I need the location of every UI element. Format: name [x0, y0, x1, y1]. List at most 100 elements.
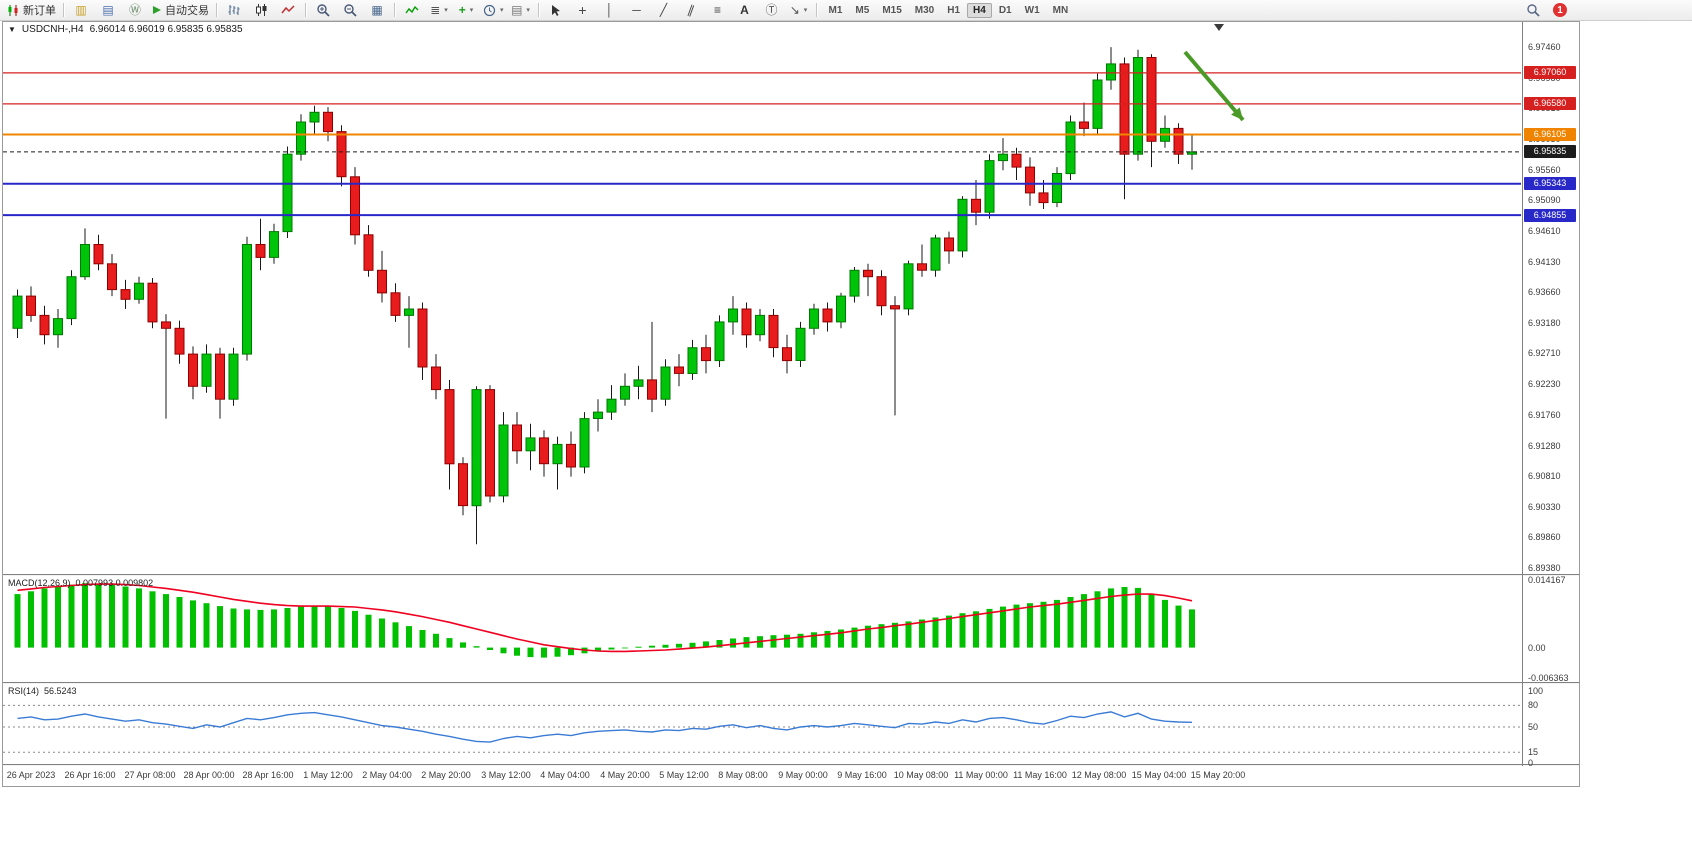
pane-splitter[interactable] [3, 682, 1579, 683]
trendline-button[interactable]: ╱ [651, 1, 677, 19]
price-axis[interactable]: 6.974606.969806.965106.960306.955606.950… [1522, 22, 1579, 768]
tile-windows-button[interactable]: ▦ [364, 1, 390, 19]
autotrading-button[interactable]: 自动交易 [149, 1, 212, 19]
candle-down [215, 353, 225, 400]
market-watch-button[interactable]: ▥ [68, 1, 94, 19]
notification-badge[interactable]: 1 [1553, 3, 1567, 17]
time-axis[interactable]: 26 Apr 2023 26 Apr 16:00 27 Apr 08:00 28 Ap… [3, 766, 1521, 786]
macd-histogram-bar [851, 627, 858, 648]
toolbar-separator [216, 3, 217, 17]
macd-histogram-bar [784, 634, 790, 648]
timeframe-m30-button[interactable]: M30 [914, 4, 935, 16]
text-tool-button[interactable]: A [732, 1, 758, 19]
candle-down [350, 176, 360, 236]
candle-down [323, 111, 333, 133]
timeframe-h1-button[interactable]: H1 [947, 4, 961, 16]
price-line-badge: 6.96580 [1524, 97, 1576, 110]
candle-down [971, 198, 981, 213]
zoom-out-icon [344, 4, 357, 17]
macd-histogram-bar [770, 635, 777, 648]
line-chart-button[interactable] [275, 1, 301, 19]
candle-down [431, 366, 441, 391]
add-indicator-button[interactable]: + ▾ [453, 1, 479, 19]
macd-histogram-bar [122, 586, 129, 648]
timeframe-m15-button[interactable]: M15 [882, 4, 902, 16]
candle-down [917, 263, 927, 271]
macd-histogram-bar [649, 645, 655, 648]
cursor-icon [552, 4, 561, 16]
template-button[interactable]: ▤ ▾ [508, 1, 534, 19]
channel-button[interactable]: ∥ [678, 1, 704, 19]
macd-pane[interactable]: MACD(12,26,9) 0.007993 0.009802 [3, 576, 1521, 682]
price-line-badge: 6.95343 [1524, 177, 1576, 190]
timeframe-m1-button[interactable]: M1 [828, 4, 843, 16]
candle-down [120, 289, 131, 300]
macd-histogram-bar [568, 647, 574, 656]
macd-histogram-bar [635, 646, 642, 648]
macd-histogram-bar [703, 641, 709, 648]
macd-histogram-bar [82, 583, 88, 648]
price-axis-label: 6.90810 [1528, 471, 1561, 481]
toolbar-right-pad [1568, 10, 1688, 11]
candle-chart-button[interactable] [248, 1, 274, 19]
fibonacci-button[interactable]: ≡ [705, 1, 731, 19]
macd-histogram-bar [730, 638, 736, 648]
candle-down [1079, 121, 1089, 129]
time-axis-label: 28 Apr 00:00 [183, 770, 235, 780]
macd-axis-label: 0.00 [1528, 643, 1546, 653]
market-watch-icon: ▥ [75, 3, 87, 17]
candle-up [309, 111, 320, 123]
annotation-arrowhead [1231, 107, 1243, 120]
time-axis-label: 2 May 04:00 [362, 770, 412, 780]
macd-histogram-bar [257, 609, 264, 648]
horizontal-line-button[interactable]: ─ [624, 1, 650, 19]
toolbar-separator [305, 3, 306, 17]
macd-histogram-bar [446, 638, 453, 648]
timeframe-d1-button[interactable]: D1 [998, 4, 1012, 16]
macd-histogram-bar [271, 609, 277, 648]
candle-down [782, 347, 792, 362]
zoom-in-button[interactable] [310, 1, 336, 19]
label-tool-button[interactable]: Ⓣ [759, 1, 785, 19]
one-click-trading-toggle[interactable]: ▼ [8, 25, 16, 34]
indicator-list-button[interactable]: ≣ ▾ [426, 1, 452, 19]
candle-up [201, 353, 212, 387]
macd-histogram-bar [1108, 588, 1114, 648]
zoom-out-button[interactable] [337, 1, 363, 19]
new-order-button[interactable]: 新订单 [4, 1, 59, 19]
candle-down [647, 379, 657, 400]
macd-histogram-bar [1148, 594, 1155, 648]
rsi-canvas[interactable] [3, 684, 1521, 764]
main-chart-canvas[interactable] [3, 22, 1521, 574]
bar-chart-button[interactable] [221, 1, 247, 19]
community-button[interactable]: Ⓦ [122, 1, 148, 19]
macd-histogram-bar [946, 615, 952, 648]
new-order-label: 新订单 [23, 5, 56, 17]
crosshair-button[interactable]: + [570, 1, 596, 19]
arrows-tool-button[interactable]: ↘ ▾ [786, 1, 812, 19]
macd-histogram-bar [28, 591, 34, 648]
main-chart-pane[interactable]: ▼ USDCNH-,H4 6.96014 6.96019 6.95835 6.9… [3, 22, 1521, 574]
rsi-pane[interactable]: RSI(14) 56.5243 [3, 684, 1521, 764]
vertical-line-button[interactable]: │ [597, 1, 623, 19]
candle-up [498, 424, 509, 497]
period-button[interactable]: ▾ [480, 1, 507, 19]
candle-up [728, 308, 738, 323]
macd-canvas[interactable] [3, 576, 1521, 682]
candle-up [809, 308, 819, 329]
timeframe-w1-button[interactable]: W1 [1024, 4, 1040, 16]
macd-histogram-bar [136, 588, 142, 648]
indicators-button[interactable] [399, 1, 425, 19]
price-axis-label: 6.93180 [1528, 318, 1561, 328]
macd-histogram-bar [878, 624, 885, 648]
cursor-button[interactable] [543, 1, 569, 19]
data-window-button[interactable]: ▤ [95, 1, 121, 19]
timeframe-h4-button[interactable]: H4 [967, 2, 992, 18]
data-window-icon: ▤ [102, 3, 114, 17]
web-icon: Ⓦ [128, 3, 141, 17]
timeframe-m5-button[interactable]: M5 [855, 4, 870, 16]
search-button[interactable] [1520, 1, 1546, 19]
timeframe-mn-button[interactable]: MN [1052, 4, 1069, 16]
pane-splitter[interactable] [3, 574, 1579, 575]
